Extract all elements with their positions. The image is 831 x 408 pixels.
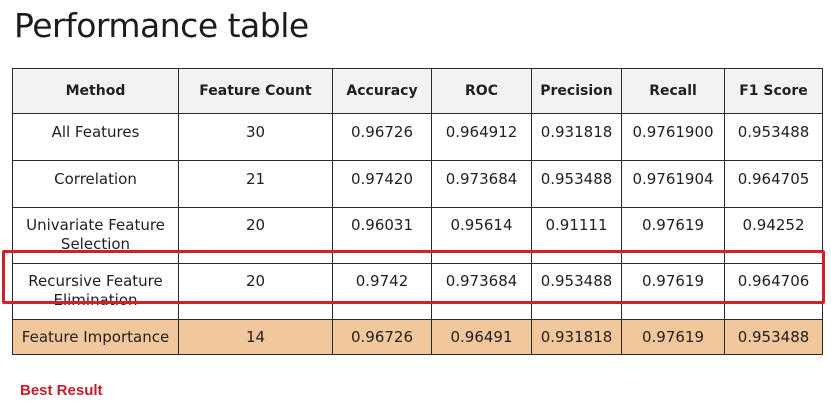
header-recall: Recall xyxy=(621,68,725,114)
cell-recall: 0.9761900 xyxy=(621,113,725,161)
cell-feature-count: 20 xyxy=(178,207,333,264)
cell-feature-count: 14 xyxy=(178,319,333,355)
cell-f1-score: 0.953488 xyxy=(724,319,823,355)
cell-precision: 0.953488 xyxy=(531,263,622,320)
best-result-label: Best Result xyxy=(20,382,103,399)
header-f1-score: F1 Score xyxy=(724,68,823,114)
cell-precision: 0.931818 xyxy=(531,319,622,355)
cell-accuracy: 0.9742 xyxy=(332,263,432,320)
header-feature-count: Feature Count xyxy=(178,68,333,114)
cell-feature-count: 20 xyxy=(178,263,333,320)
cell-method: All Features xyxy=(12,113,179,161)
cell-recall: 0.97619 xyxy=(621,207,725,264)
cell-f1-score: 0.953488 xyxy=(724,113,823,161)
cell-roc: 0.95614 xyxy=(431,207,532,264)
header-accuracy: Accuracy xyxy=(332,68,432,114)
cell-feature-count: 30 xyxy=(178,113,333,161)
cell-method: Feature Importance xyxy=(12,319,179,355)
cell-precision: 0.91111 xyxy=(531,207,622,264)
cell-feature-count: 21 xyxy=(178,160,333,208)
cell-accuracy: 0.96726 xyxy=(332,113,432,161)
table-row: Univariate Feature Selection 20 0.96031 … xyxy=(12,207,823,264)
cell-method: Correlation xyxy=(12,160,179,208)
cell-f1-score: 0.94252 xyxy=(724,207,823,264)
header-roc: ROC xyxy=(431,68,532,114)
cell-f1-score: 0.964705 xyxy=(724,160,823,208)
cell-recall: 0.97619 xyxy=(621,263,725,320)
header-precision: Precision xyxy=(531,68,622,114)
cell-f1-score: 0.964706 xyxy=(724,263,823,320)
cell-roc: 0.973684 xyxy=(431,160,532,208)
cell-accuracy: 0.96031 xyxy=(332,207,432,264)
cell-roc: 0.973684 xyxy=(431,263,532,320)
table-row: All Features 30 0.96726 0.964912 0.93181… xyxy=(12,113,823,161)
page-title: Performance table xyxy=(14,6,309,45)
cell-recall: 0.9761904 xyxy=(621,160,725,208)
cell-recall: 0.97619 xyxy=(621,319,725,355)
header-method: Method xyxy=(12,68,179,114)
cell-method: Recursive Feature Elimination xyxy=(12,263,179,320)
cell-method: Univariate Feature Selection xyxy=(12,207,179,264)
performance-table: Method Feature Count Accuracy ROC Precis… xyxy=(12,68,823,355)
cell-accuracy: 0.97420 xyxy=(332,160,432,208)
table-row-best: Recursive Feature Elimination 20 0.9742 … xyxy=(12,263,823,320)
cell-precision: 0.953488 xyxy=(531,160,622,208)
cell-roc: 0.964912 xyxy=(431,113,532,161)
table-row: Correlation 21 0.97420 0.973684 0.953488… xyxy=(12,160,823,208)
cell-accuracy: 0.96726 xyxy=(332,319,432,355)
cell-roc: 0.96491 xyxy=(431,319,532,355)
table-row-feature-importance: Feature Importance 14 0.96726 0.96491 0.… xyxy=(12,319,823,355)
cell-precision: 0.931818 xyxy=(531,113,622,161)
header-row: Method Feature Count Accuracy ROC Precis… xyxy=(12,68,823,114)
